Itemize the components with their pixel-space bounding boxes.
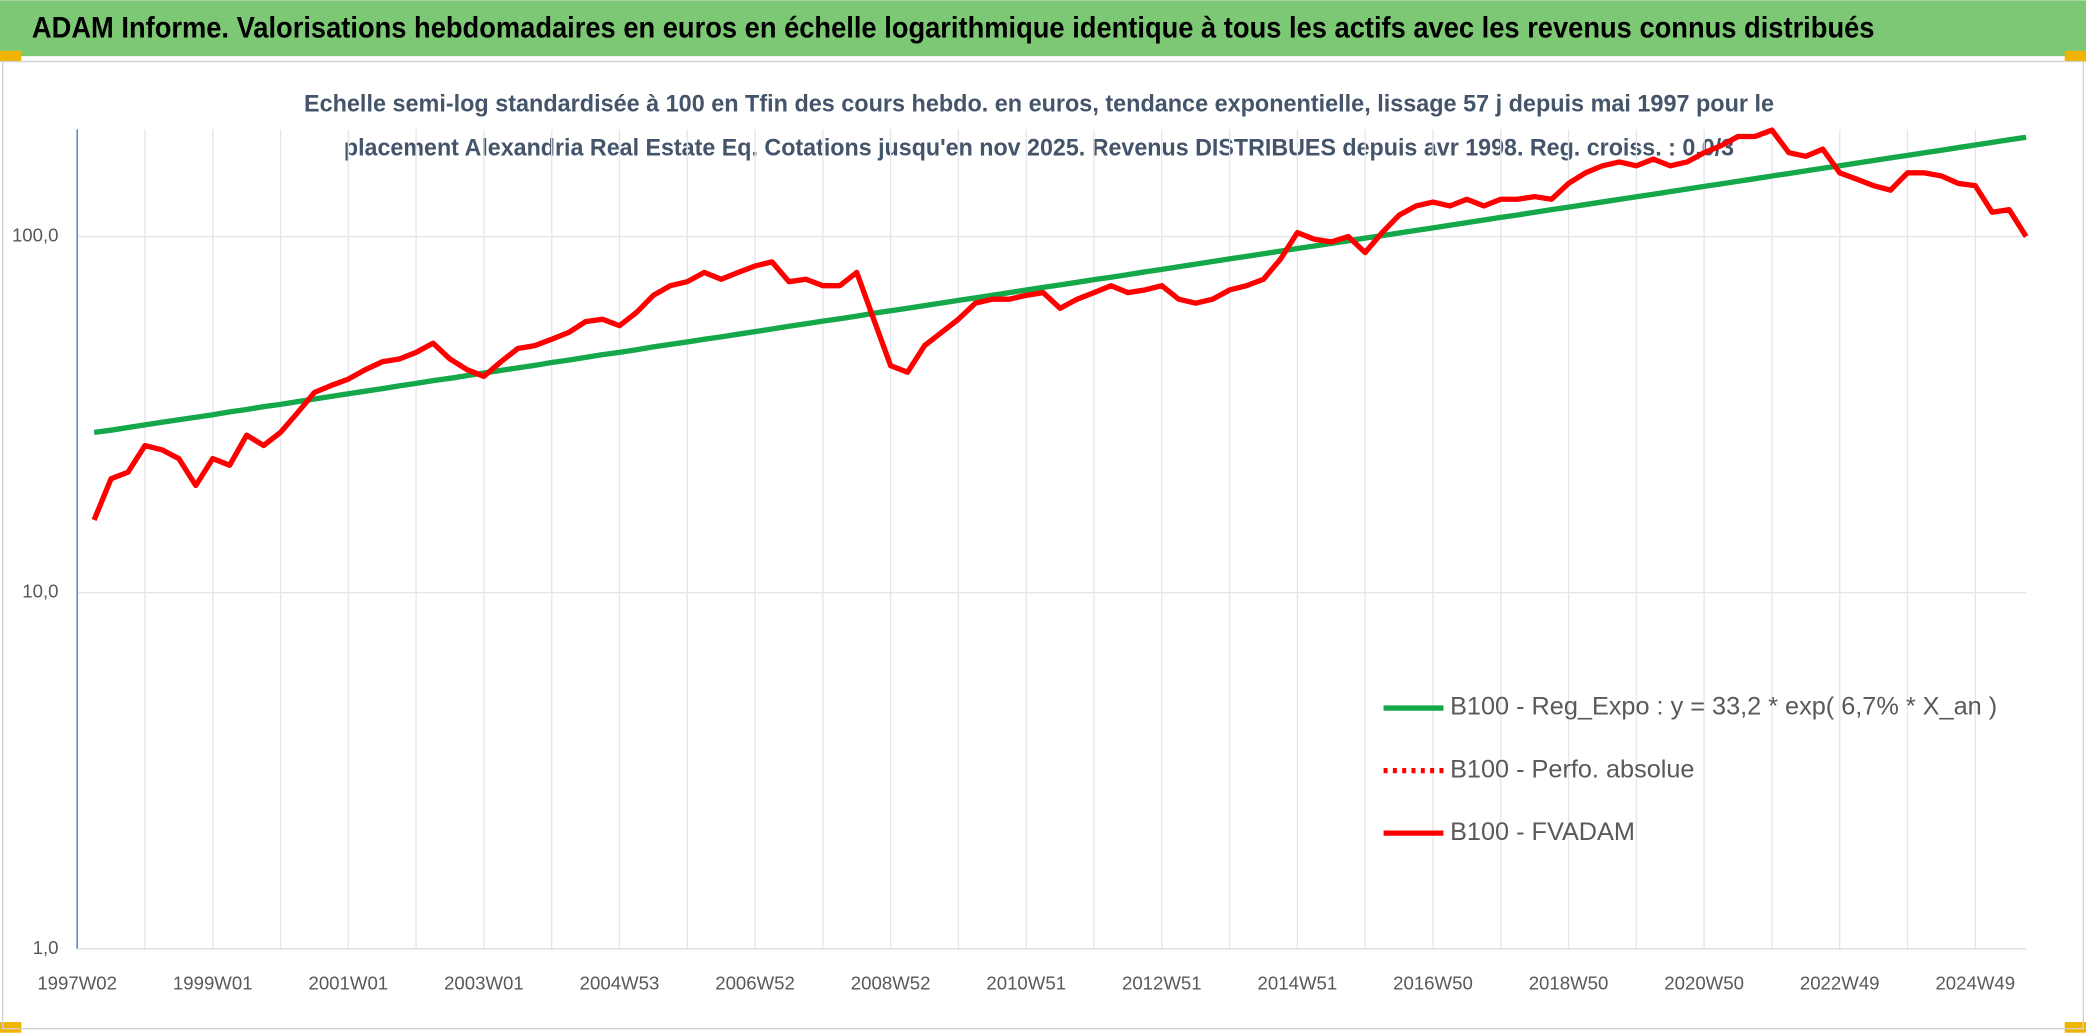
x-tick-label: 2003W01 <box>444 973 524 994</box>
x-tick-label: 2008W52 <box>851 973 931 994</box>
x-tick-label: 2024W49 <box>1935 973 2015 994</box>
corner <box>0 50 22 62</box>
corner <box>2064 50 2086 62</box>
x-tick-label: 2001W01 <box>308 973 388 994</box>
corner <box>0 1022 22 1033</box>
x-tick-label: 2020W50 <box>1664 973 1744 994</box>
x-tick-label: 1999W01 <box>173 973 253 994</box>
x-tick-label: 2006W52 <box>715 973 795 994</box>
corner <box>2064 1022 2086 1033</box>
header-title: ADAM Informe. Valorisations hebdomadaire… <box>32 12 1875 44</box>
x-tick-label: 2022W49 <box>1800 973 1880 994</box>
subtitle: placement Alexandria Real Estate Eq. Cot… <box>344 135 1734 162</box>
y-tick-label: 10,0 <box>22 581 58 602</box>
plot <box>91 127 2029 522</box>
x-tick-label: 2010W51 <box>986 973 1066 994</box>
frame <box>1 60 2085 1030</box>
x-tick-label: 2018W50 <box>1529 973 1609 994</box>
x-tick-label: 2004W53 <box>580 973 660 994</box>
legend-label: B100 - Perfo. absolue <box>1450 755 1694 783</box>
header-band <box>0 0 2086 57</box>
y-tick-label: 1,0 <box>33 937 59 958</box>
series-line <box>93 134 2027 436</box>
y-tick-label: 100,0 <box>12 224 59 245</box>
subtitle: Echelle semi-log standardisée à 100 en T… <box>304 91 1774 118</box>
legend: B100 - Reg_Expo : y = 33,2 * exp( 6,7% *… <box>1383 693 1997 846</box>
x-tick-label: 2012W51 <box>1122 973 1202 994</box>
series-line <box>91 127 2029 522</box>
grid: 1,0 10,0 100,0 1997W02 1999W01 2001W01 2003W01… <box>12 129 2027 994</box>
legend-label: B100 - Reg_Expo : y = 33,2 * exp( 6,7% *… <box>1450 693 1997 721</box>
x-tick-label: 2016W50 <box>1393 973 1473 994</box>
x-tick-label: 1997W02 <box>37 973 117 994</box>
legend-label: B100 - FVADAM <box>1450 818 1635 846</box>
x-tick-label: 2014W51 <box>1258 973 1338 994</box>
